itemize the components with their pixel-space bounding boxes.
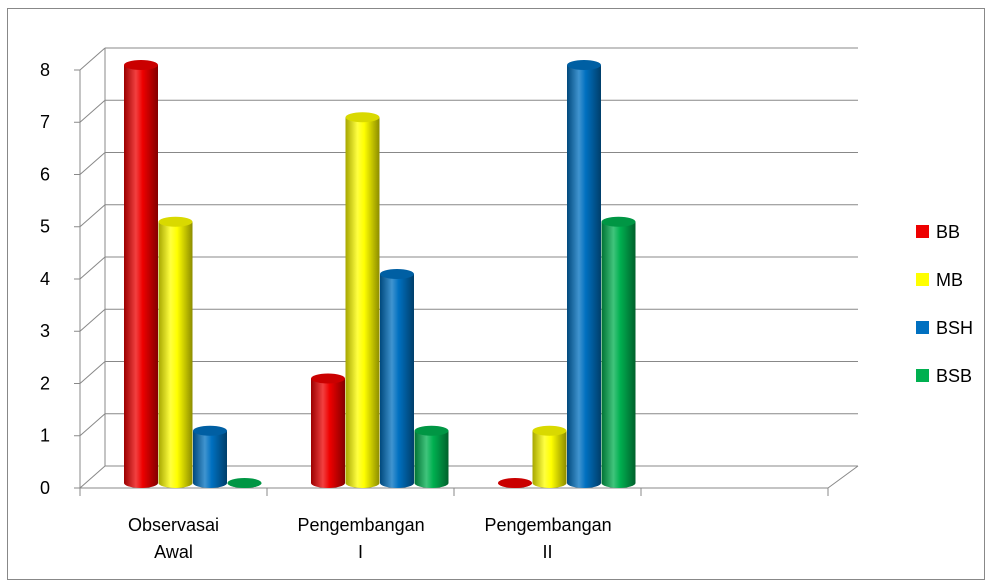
bar-body [124,65,158,488]
bar-top [124,60,158,70]
legend-swatch [916,273,929,286]
bar-body [601,221,636,488]
bar [567,60,601,488]
bar [532,425,567,488]
bar-top [193,425,227,436]
bar-top [311,373,345,384]
bar-top [380,269,414,279]
grid-line-side [79,361,106,384]
bar [414,425,449,488]
bar-top [601,216,636,227]
y-tick-label: 8 [40,60,50,80]
legend-swatch [916,369,929,382]
bar [158,216,193,488]
grid-line-side [79,152,106,175]
bar-body [414,430,449,488]
y-tick-label: 4 [40,269,50,289]
grid-line-side [79,465,106,489]
legend-label: BB [936,222,960,242]
y-tick-label: 7 [40,112,50,132]
bar-top [532,425,567,436]
bar-body [380,274,414,488]
legend-label: BSB [936,366,972,386]
grid-line-side [79,99,106,123]
bar-top [498,478,532,488]
x-tick-label: Pengembangan I [297,515,425,562]
bar [601,216,636,488]
bar-top [567,60,601,70]
floor-edge [827,465,859,489]
bar-body [345,117,380,488]
x-tick-label: Pengembangan II [484,515,612,562]
grid-line-side [79,413,106,437]
y-tick-label: 5 [40,217,50,237]
bar [124,60,158,488]
y-tick-label: 0 [40,478,50,498]
bar-body [158,221,193,488]
bar-top [158,216,193,227]
legend-swatch [916,321,929,334]
y-tick-label: 3 [40,321,50,341]
x-tick-label: Observasai Awal [127,515,220,562]
legend-label: MB [936,270,963,290]
grid [79,47,858,489]
bar [380,269,414,488]
legend-label: BSH [936,318,973,338]
y-tick-label: 6 [40,164,50,184]
y-tick-label: 2 [40,373,50,393]
grid-line-side [79,204,106,228]
bar-body [311,378,345,488]
bar [498,478,532,488]
bar-body [567,65,601,488]
bar [311,373,345,488]
bar-body [532,430,567,488]
y-tick-label: 1 [40,426,50,446]
grid-line-side [79,308,106,332]
bar-top [227,478,262,488]
bar-top [414,425,449,436]
bar-body [193,430,227,488]
bar [193,425,227,488]
bar-top [345,112,380,123]
grid-line-side [79,47,106,71]
grid-line-side [79,256,106,280]
bar [345,112,380,488]
bar [227,478,262,488]
legend-swatch [916,225,929,238]
